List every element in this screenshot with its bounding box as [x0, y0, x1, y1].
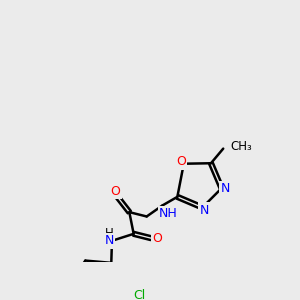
Text: N: N — [200, 204, 209, 217]
Text: NH: NH — [159, 207, 178, 220]
Text: O: O — [176, 155, 186, 169]
Text: N: N — [105, 234, 114, 247]
Text: N: N — [220, 182, 230, 195]
Text: CH₃: CH₃ — [230, 140, 252, 153]
Text: O: O — [152, 232, 162, 245]
Text: O: O — [110, 185, 120, 198]
Text: H: H — [105, 227, 114, 240]
Text: Cl: Cl — [133, 290, 145, 300]
